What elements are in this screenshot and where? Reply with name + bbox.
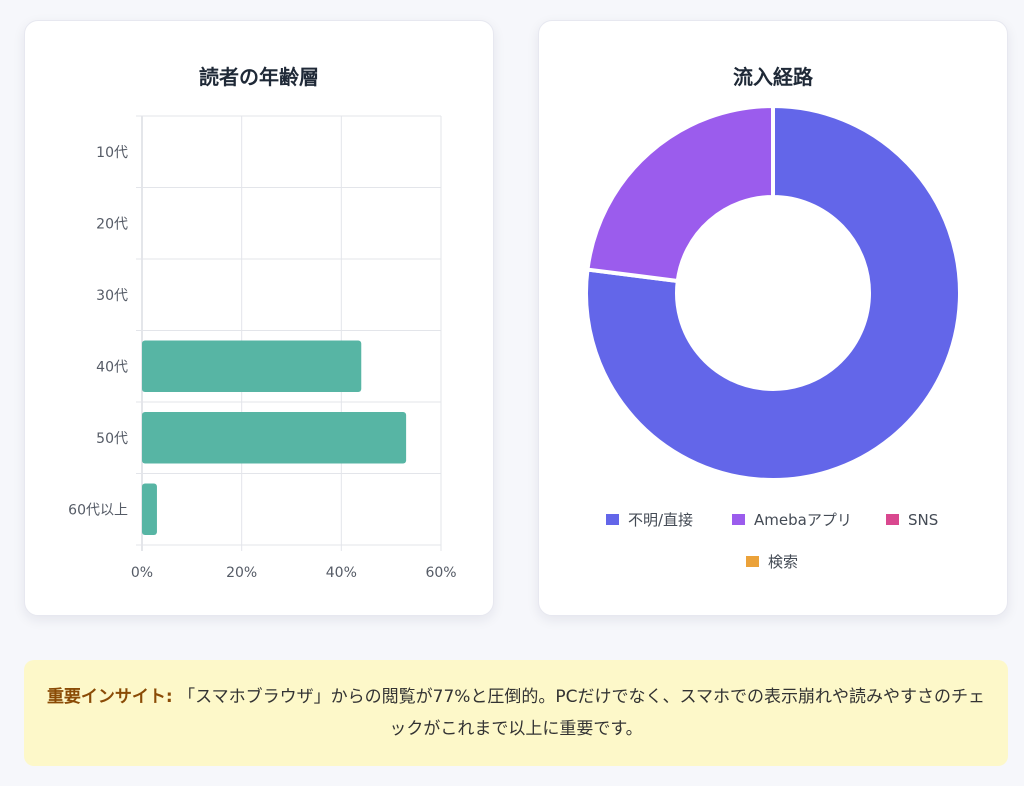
category-label: 10代 <box>96 145 128 161</box>
category-label: 30代 <box>96 288 128 304</box>
category-label: 20代 <box>96 216 128 232</box>
legend-swatch <box>732 514 745 525</box>
donut-slice <box>584 103 962 482</box>
bar <box>142 340 362 392</box>
legend-label: Amebaアプリ <box>754 511 852 529</box>
insight-text: 「スマホブラウザ」からの閲覧が77%と圧倒的。PCだけでなく、スマホでの表示崩れ… <box>172 687 986 739</box>
source-chart-card: 流入経路 不明/直接 Amebaアプリ SNS 検索 <box>538 20 1008 616</box>
category-label: 50代 <box>96 431 128 447</box>
insight-box: 重要インサイト: 「スマホブラウザ」からの閲覧が77%と圧倒的。PCだけでなく、… <box>24 660 1008 766</box>
x-tick-label: 40% <box>326 565 357 581</box>
bar <box>142 412 407 464</box>
source-chart-title: 流入経路 <box>733 65 813 89</box>
age-chart-card: 読者の年齢層 0% 20% 40% 60% 10代 20代 30代 40代 50代 60代以上 <box>24 20 494 616</box>
x-tick-label: 20% <box>226 565 257 581</box>
legend-label: 不明/直接 <box>628 511 693 529</box>
legend-swatch <box>746 556 759 567</box>
donut-slice <box>585 103 775 284</box>
legend-swatch <box>606 514 619 525</box>
source-donut-chart: 不明/直接 Amebaアプリ SNS 検索 <box>584 103 962 571</box>
legend-label: 検索 <box>768 553 798 571</box>
insight-label: 重要インサイト: <box>46 687 173 707</box>
x-tick-label: 0% <box>131 565 153 581</box>
x-tick-label: 60% <box>425 565 456 581</box>
age-bar-chart: 0% 20% 40% 60% 10代 20代 30代 40代 50代 60代以上 <box>68 115 457 581</box>
legend-swatch <box>886 514 899 525</box>
legend-label: SNS <box>908 511 938 529</box>
category-label: 40代 <box>96 359 128 375</box>
bar <box>142 483 157 535</box>
insight-content: 重要インサイト: 「スマホブラウザ」からの閲覧が77%と圧倒的。PCだけでなく、… <box>44 681 988 745</box>
age-chart-title: 読者の年齢層 <box>199 65 319 89</box>
category-label: 60代以上 <box>68 502 128 518</box>
